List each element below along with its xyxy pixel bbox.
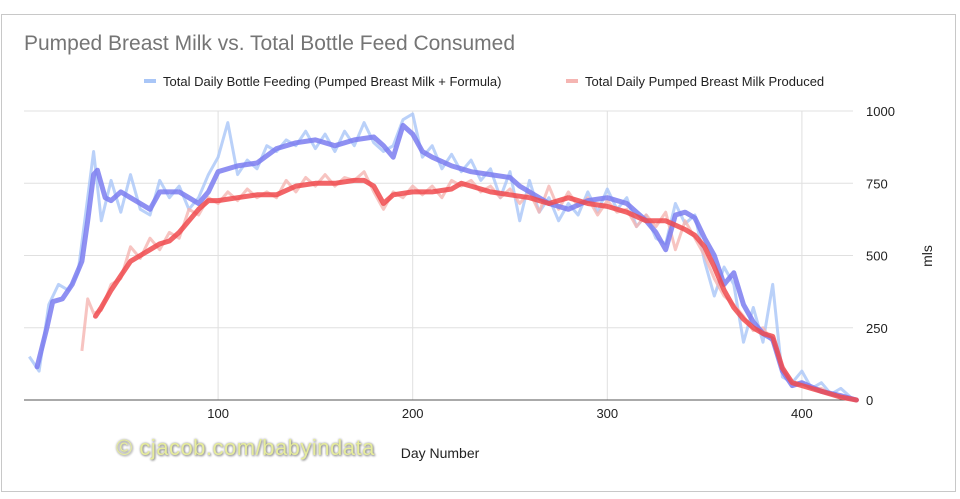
legend-label: Total Daily Bottle Feeding (Pumped Breas… [163, 74, 502, 89]
x-tick-label: 200 [402, 406, 424, 421]
watermark: © cjacob.com/babyindata [116, 435, 375, 460]
y-axis-label: mls [919, 245, 935, 267]
y-tick-label: 750 [866, 176, 888, 191]
series-1-smoothed-line [93, 177, 859, 403]
chart-frame [1, 14, 956, 492]
x-tick-label: 300 [596, 406, 618, 421]
x-axis-label: Day Number [401, 445, 480, 461]
y-tick-label: 0 [866, 393, 873, 408]
y-tick-label: 1000 [866, 104, 895, 119]
x-tick-label: 400 [791, 406, 813, 421]
series-0-smoothed-line [34, 122, 859, 403]
chart-title: Pumped Breast Milk vs. Total Bottle Feed… [24, 32, 516, 55]
y-tick-label: 500 [866, 249, 888, 264]
x-tick-label: 100 [207, 406, 229, 421]
y-tick-label: 250 [866, 321, 888, 336]
series-0-raw-line [28, 112, 858, 402]
legend-label: Total Daily Pumped Breast Milk Produced [585, 74, 824, 89]
